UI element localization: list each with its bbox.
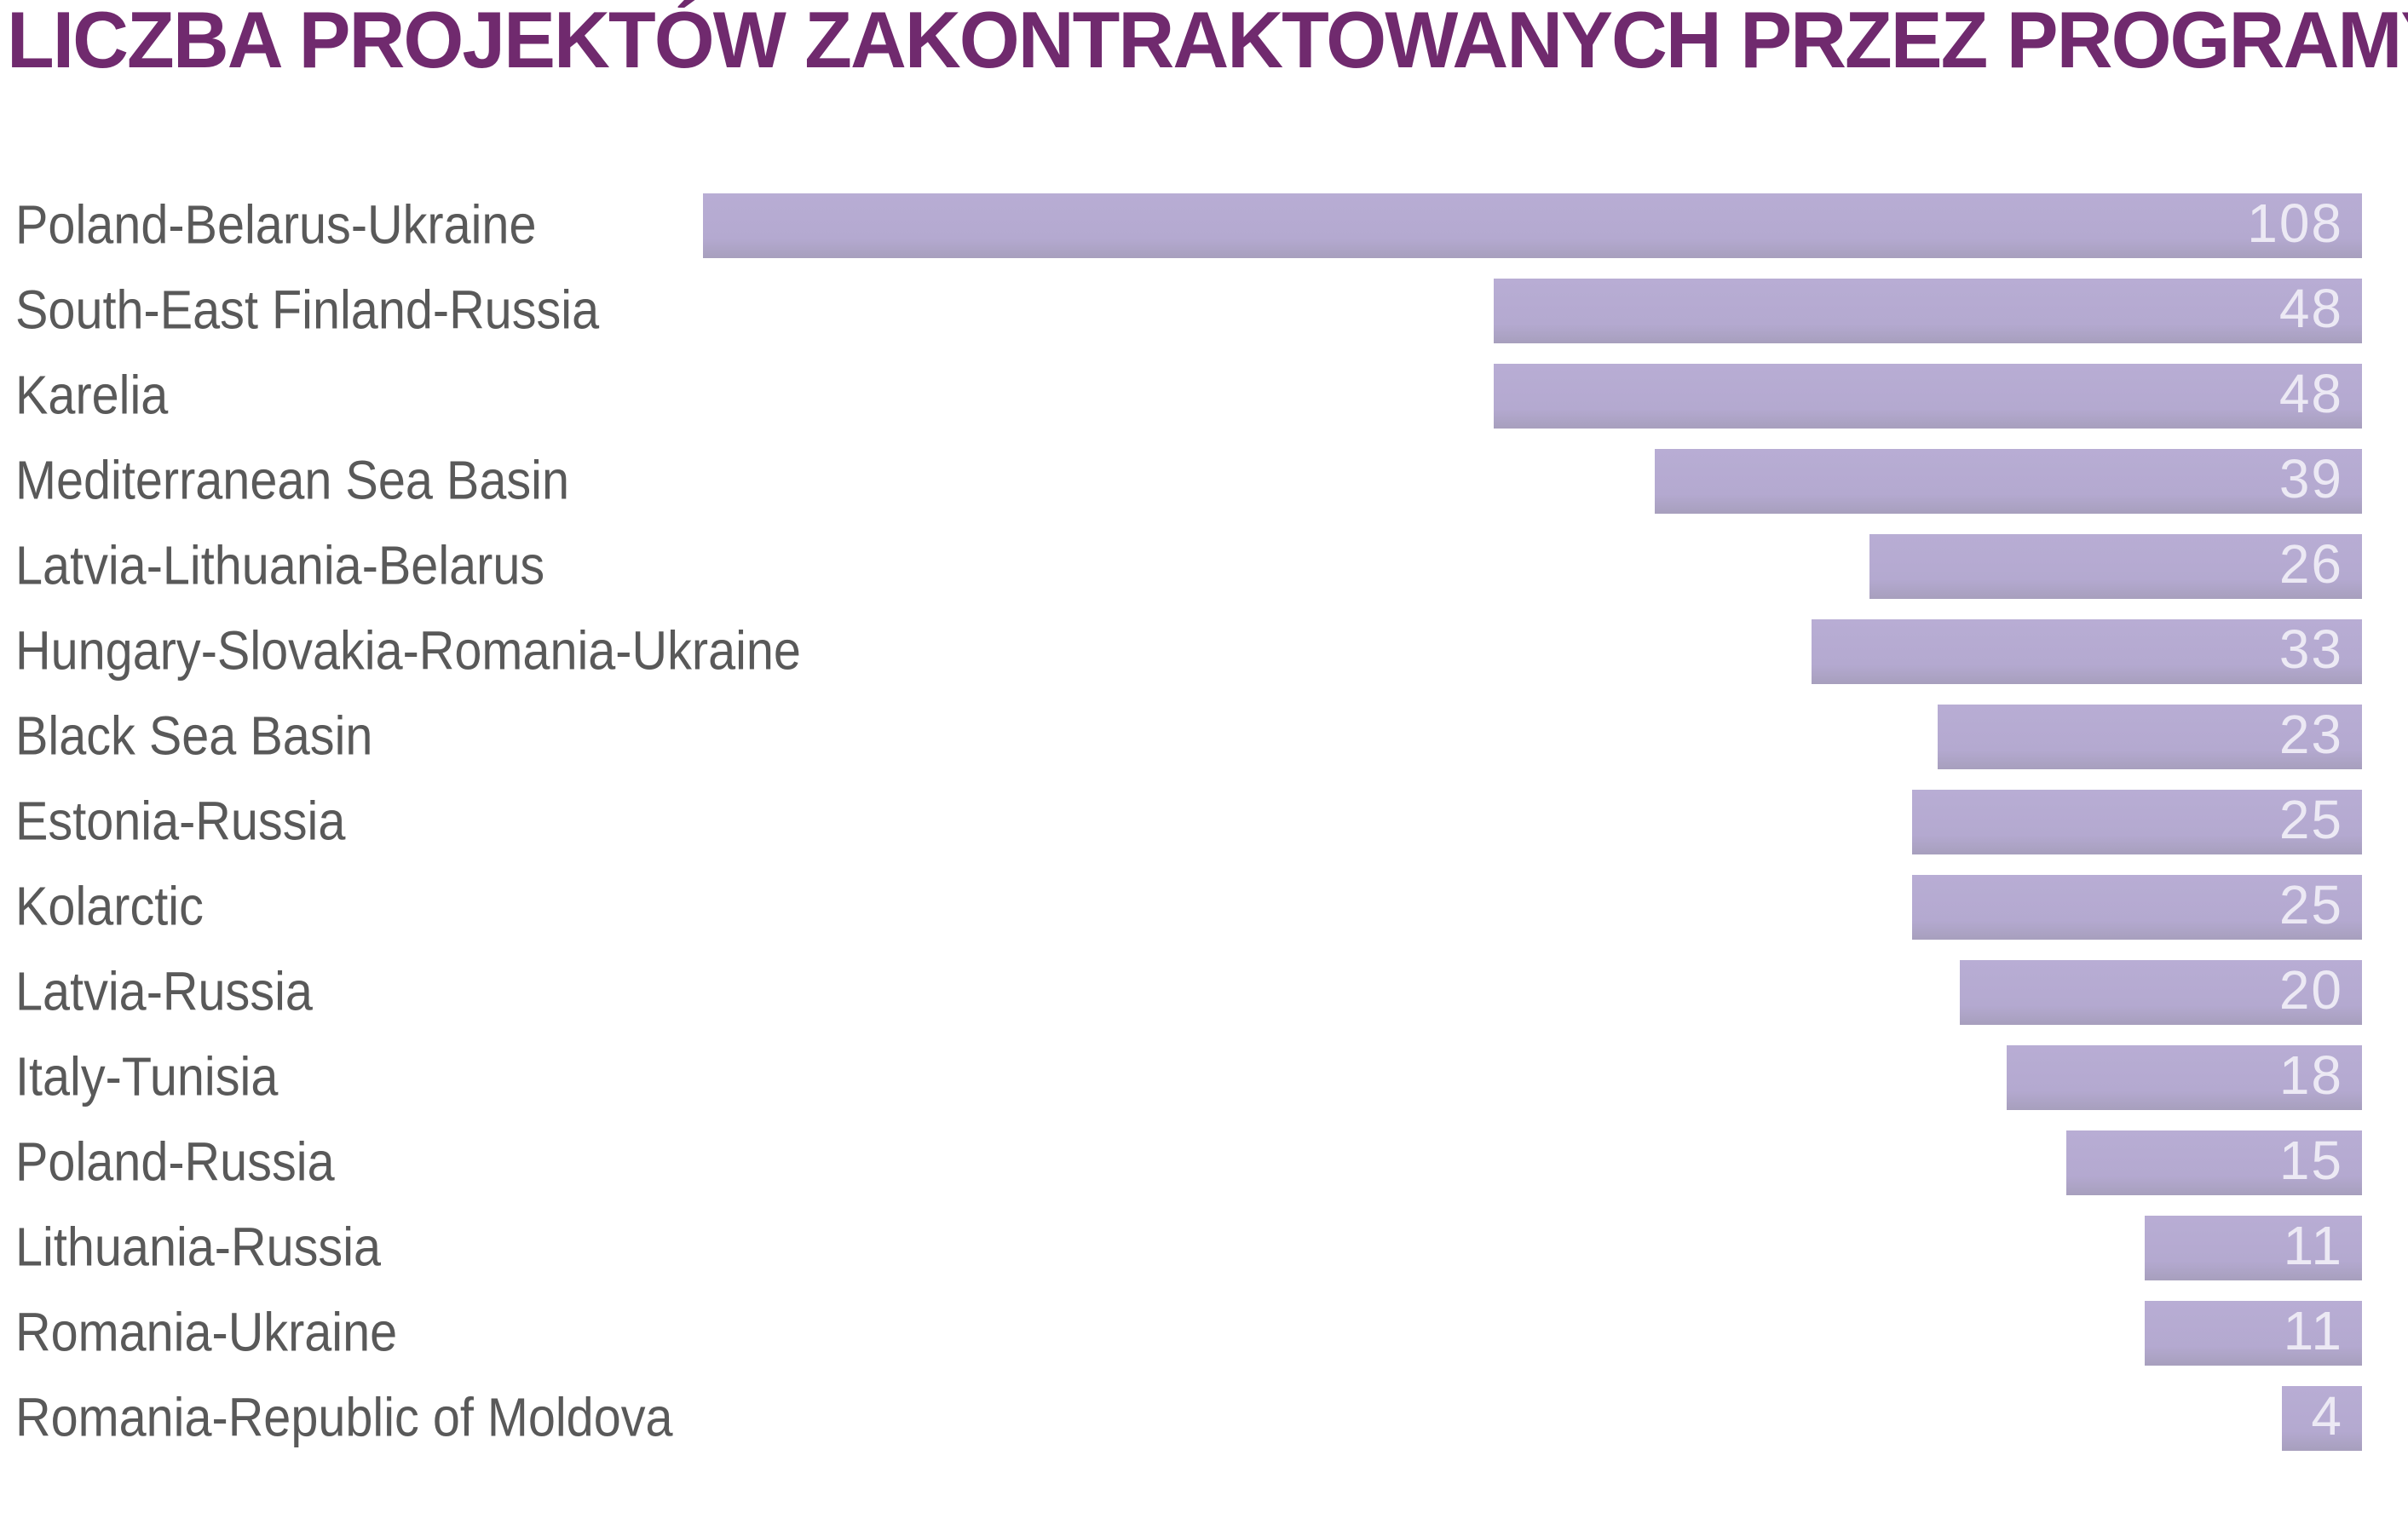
chart-row: Poland-Russia 15 bbox=[0, 1130, 2408, 1195]
chart-row: Black Sea Basin 23 bbox=[0, 703, 2408, 769]
bar: 4 bbox=[2282, 1384, 2362, 1451]
bar-value-label: 11 bbox=[2283, 1214, 2343, 1276]
bar-value-label: 33 bbox=[2278, 618, 2343, 680]
bar: 20 bbox=[1960, 958, 2362, 1025]
bar: 18 bbox=[2007, 1044, 2362, 1110]
category-label: Latvia-Russia bbox=[15, 960, 313, 1022]
bar: 11 bbox=[2145, 1214, 2362, 1280]
bar-value-label: 15 bbox=[2278, 1129, 2343, 1191]
chart-row: Mediterranean Sea Basin 39 bbox=[0, 447, 2408, 514]
category-label: Hungary-Slovakia-Romania-Ukraine bbox=[15, 619, 801, 682]
bar-value-label: 25 bbox=[2278, 788, 2343, 850]
category-label: Latvia-Lithuania-Belarus bbox=[15, 534, 545, 596]
chart-row: Latvia-Lithuania-Belarus 26 bbox=[0, 532, 2408, 599]
chart-title: LICZBA PROJEKTÓW ZAKONTRAKTOWANYCH PRZEZ… bbox=[7, 0, 2408, 84]
category-label: Poland-Russia bbox=[15, 1130, 335, 1193]
category-label: Black Sea Basin bbox=[15, 705, 373, 767]
bar: 39 bbox=[1655, 447, 2362, 514]
bar-value-label: 39 bbox=[2278, 447, 2343, 509]
bar: 23 bbox=[1938, 703, 2362, 769]
category-label: Poland-Belarus-Ukraine bbox=[15, 193, 537, 256]
bar: 26 bbox=[1869, 532, 2362, 599]
bar-value-label: 20 bbox=[2278, 958, 2343, 1021]
chart-row: Kolarctic 25 bbox=[0, 873, 2408, 940]
bar-value-label: 23 bbox=[2278, 703, 2343, 765]
chart-row: Romania-Ukraine 11 bbox=[0, 1299, 2408, 1366]
chart-row: South-East Finland-Russia 48 bbox=[0, 277, 2408, 343]
category-label: Lithuania-Russia bbox=[15, 1216, 382, 1278]
bar: 48 bbox=[1494, 277, 2362, 343]
bar: 15 bbox=[2066, 1130, 2362, 1195]
category-label: Mediterranean Sea Basin bbox=[15, 449, 569, 511]
bar-value-label: 18 bbox=[2278, 1044, 2343, 1106]
chart-row: Hungary-Slovakia-Romania-Ukraine 33 bbox=[0, 618, 2408, 684]
chart-row: Lithuania-Russia 11 bbox=[0, 1214, 2408, 1280]
category-label: Kolarctic bbox=[15, 875, 204, 937]
category-label: Estonia-Russia bbox=[15, 790, 346, 852]
chart-row: Latvia-Russia 20 bbox=[0, 958, 2408, 1025]
chart-row: Poland-Belarus-Ukraine 108 bbox=[0, 193, 2408, 258]
category-label: Romania-Ukraine bbox=[15, 1301, 398, 1363]
bar-value-label: 48 bbox=[2278, 362, 2343, 424]
chart-row: Romania-Republic of Moldova 4 bbox=[0, 1384, 2408, 1451]
bar-value-label: 11 bbox=[2283, 1299, 2343, 1361]
bar: 25 bbox=[1912, 788, 2362, 854]
bar-value-label: 25 bbox=[2278, 873, 2343, 935]
bar-value-label: 4 bbox=[2311, 1384, 2343, 1447]
bar-value-label: 26 bbox=[2278, 532, 2343, 595]
bar-value-label: 108 bbox=[2247, 192, 2343, 254]
category-label: Karelia bbox=[15, 364, 169, 426]
bar-value-label: 48 bbox=[2278, 277, 2343, 339]
chart-row: Estonia-Russia 25 bbox=[0, 788, 2408, 854]
bar: 33 bbox=[1812, 618, 2362, 684]
category-label: Romania-Republic of Moldova bbox=[15, 1386, 673, 1448]
bar: 11 bbox=[2145, 1299, 2362, 1366]
chart-row: Italy-Tunisia 18 bbox=[0, 1044, 2408, 1110]
bar: 25 bbox=[1912, 873, 2362, 940]
category-label: South-East Finland-Russia bbox=[15, 279, 600, 341]
chart-row: Karelia 48 bbox=[0, 362, 2408, 429]
bar: 48 bbox=[1494, 362, 2362, 429]
bar: 108 bbox=[703, 193, 2362, 258]
category-label: Italy-Tunisia bbox=[15, 1045, 279, 1107]
